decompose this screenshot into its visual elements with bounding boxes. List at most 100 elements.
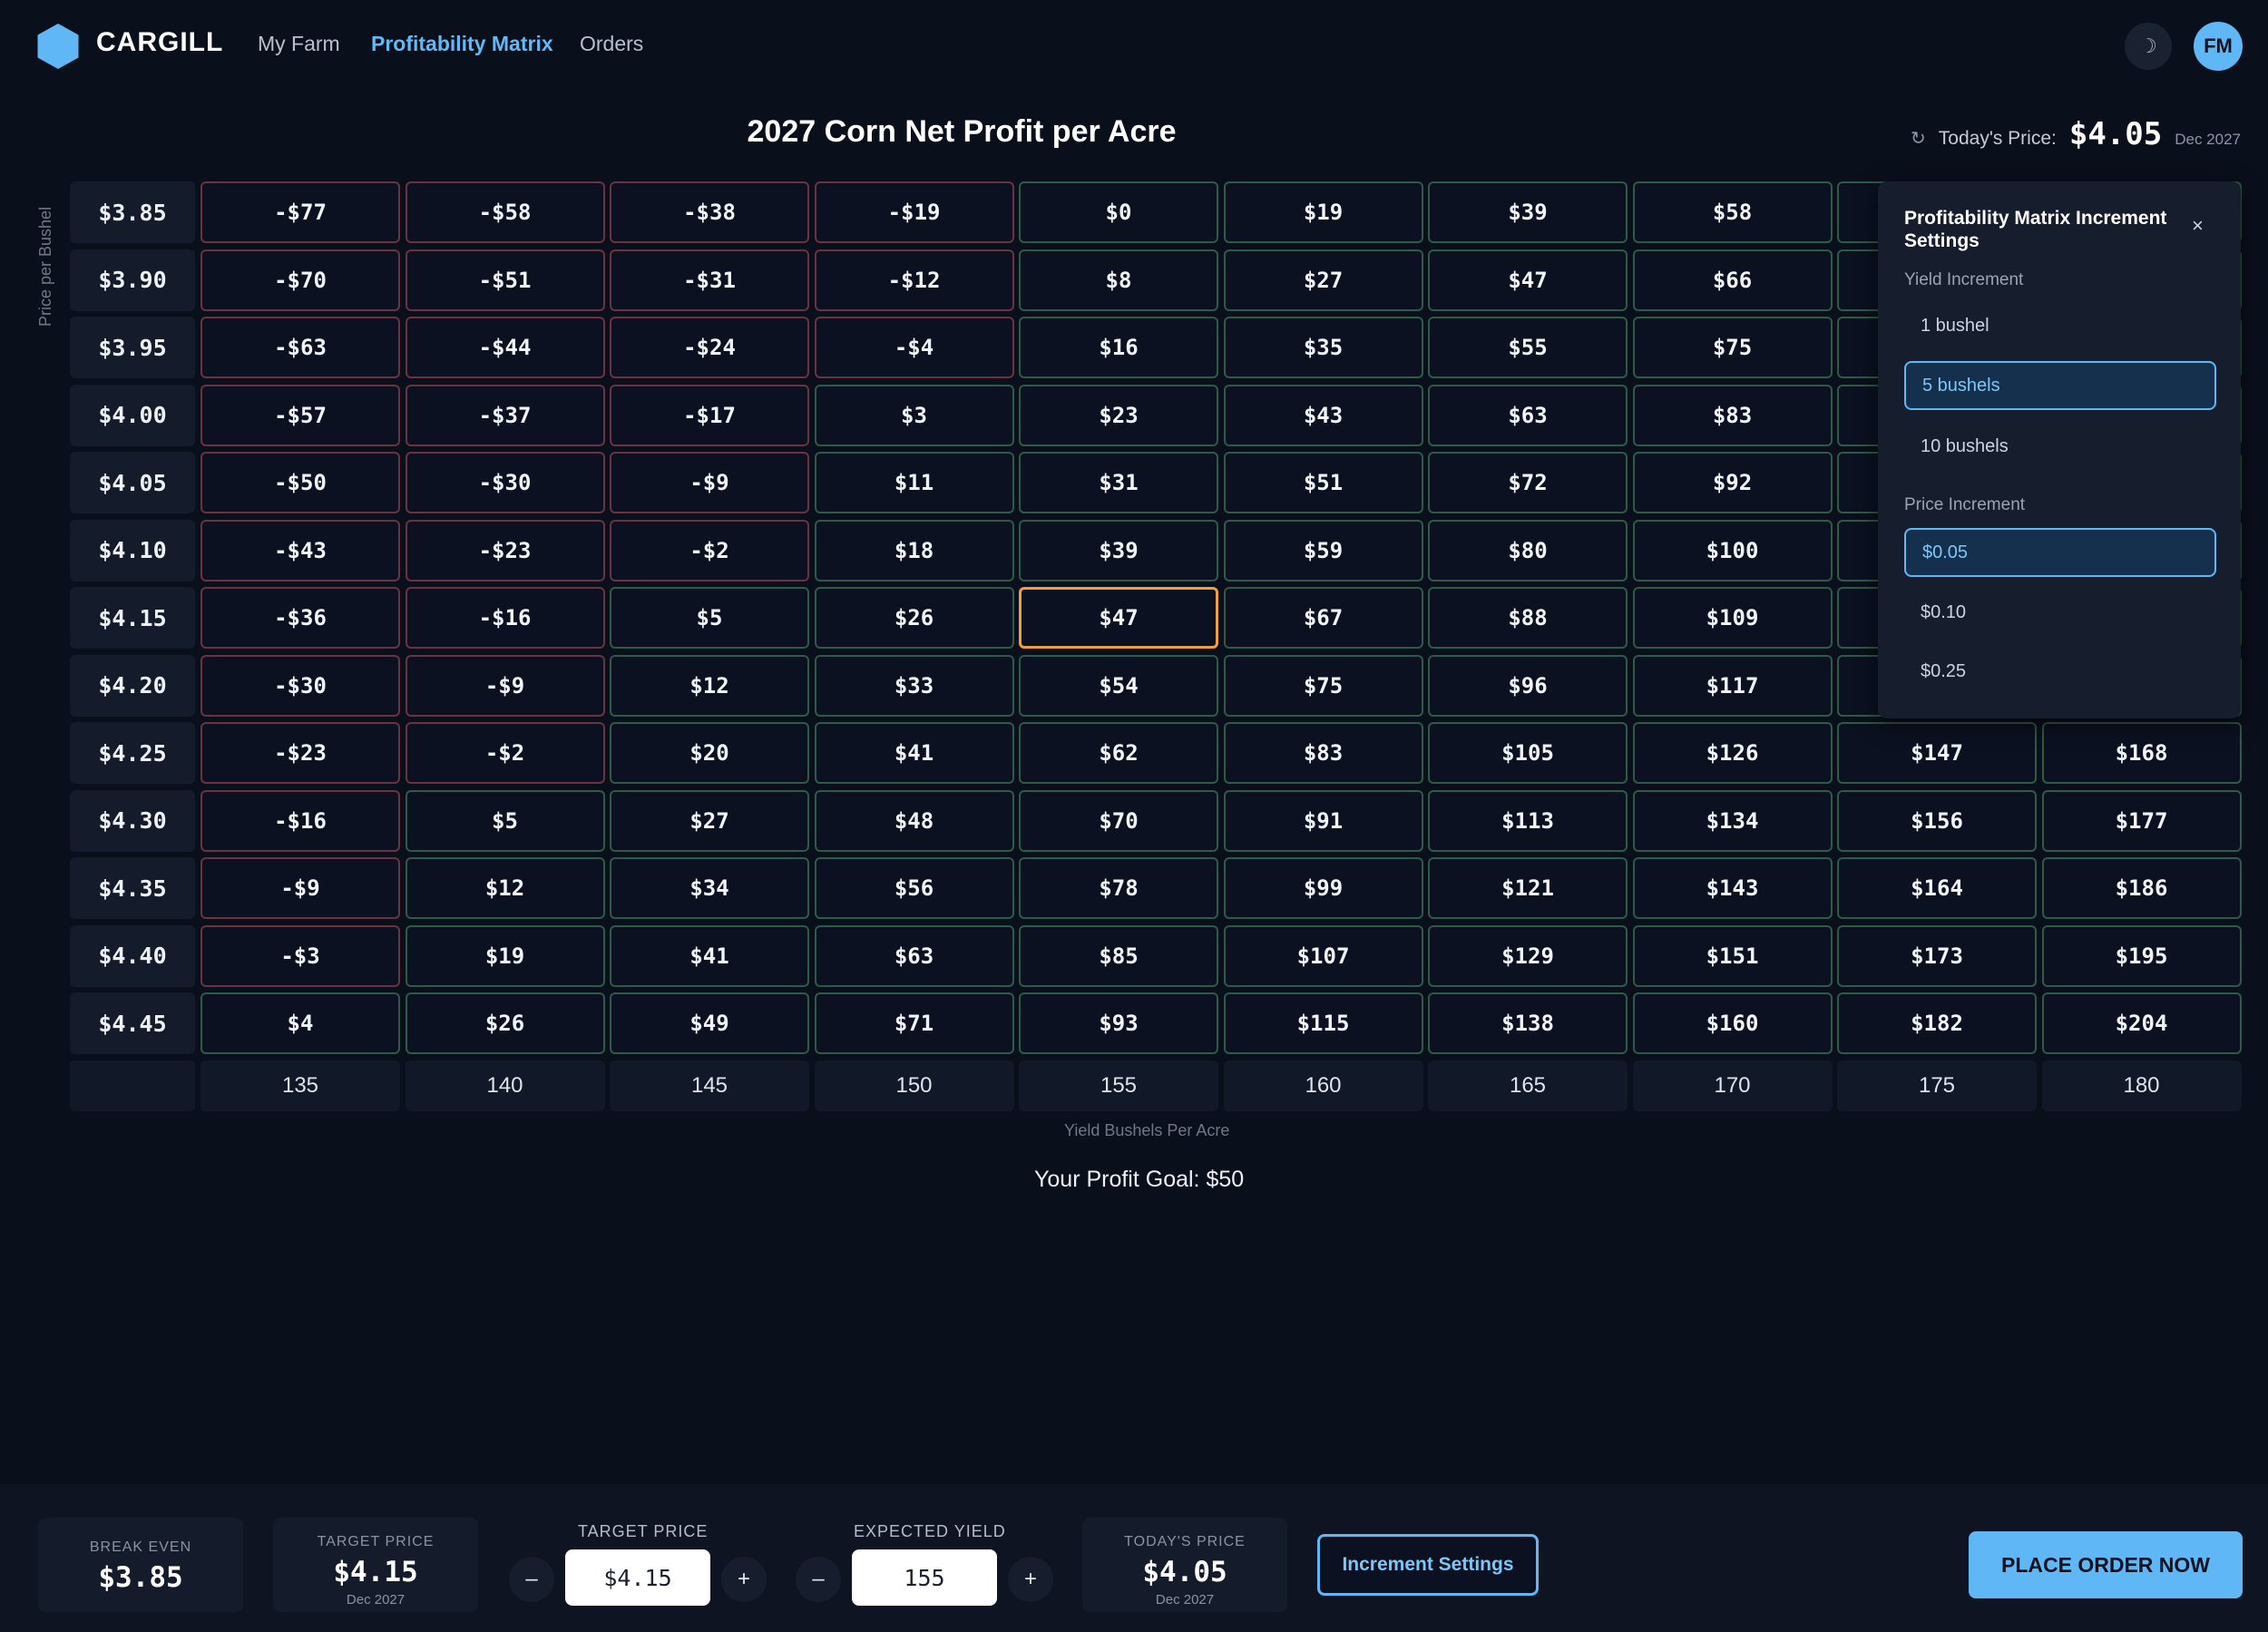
profit-cell[interactable]: $59 — [1223, 519, 1423, 581]
profit-cell[interactable]: $27 — [1223, 249, 1423, 311]
profit-cell[interactable]: -$30 — [200, 654, 400, 717]
profit-cell[interactable]: $18 — [814, 519, 1014, 581]
profit-cell[interactable]: $19 — [1223, 181, 1423, 243]
profit-cell[interactable]: $33 — [814, 654, 1014, 717]
profit-cell[interactable]: $35 — [1223, 317, 1423, 378]
profit-cell[interactable]: $58 — [1632, 181, 1833, 243]
expected-yield-increment-button[interactable]: + — [1008, 1557, 1053, 1602]
profit-cell[interactable]: -$77 — [200, 181, 400, 243]
profit-cell[interactable]: -$12 — [814, 249, 1014, 311]
profit-cell[interactable]: $195 — [2041, 924, 2242, 987]
profit-cell[interactable]: -$9 — [610, 452, 809, 513]
expected-yield-input[interactable] — [852, 1549, 997, 1606]
profit-cell[interactable]: $138 — [1428, 992, 1628, 1054]
profit-cell[interactable]: -$30 — [405, 452, 605, 513]
profit-cell[interactable]: $88 — [1428, 587, 1628, 649]
yield-option-10-bushels[interactable]: 10 bushels — [1921, 435, 2009, 456]
target-price-input[interactable] — [565, 1549, 710, 1606]
profit-cell[interactable]: -$23 — [405, 519, 605, 581]
profit-cell[interactable]: -$2 — [405, 722, 605, 784]
profit-cell[interactable]: $164 — [1837, 857, 2037, 919]
nav-orders[interactable]: Orders — [580, 32, 644, 55]
profit-cell[interactable]: $49 — [610, 992, 809, 1054]
profit-cell[interactable]: -$37 — [405, 384, 605, 446]
profit-cell[interactable]: -$16 — [200, 789, 400, 852]
profit-cell[interactable]: $27 — [610, 789, 809, 852]
profit-cell[interactable]: -$9 — [200, 857, 400, 919]
price-option-0-05[interactable]: $0.05 — [1904, 528, 2216, 577]
profit-cell[interactable]: $4 — [200, 992, 400, 1054]
profit-cell[interactable]: -$38 — [610, 181, 809, 243]
profit-cell[interactable]: $3 — [814, 384, 1014, 446]
profit-cell[interactable]: $91 — [1223, 789, 1423, 852]
profit-cell[interactable]: -$24 — [610, 317, 809, 378]
profit-cell[interactable]: $47 — [1019, 587, 1218, 649]
profit-cell[interactable]: $5 — [405, 789, 605, 852]
profit-cell[interactable]: $39 — [1428, 181, 1628, 243]
profit-cell[interactable]: $78 — [1019, 857, 1218, 919]
profit-cell[interactable]: -$19 — [814, 181, 1014, 243]
profit-cell[interactable]: $0 — [1019, 181, 1218, 243]
profit-cell[interactable]: $12 — [405, 857, 605, 919]
profit-cell[interactable]: -$57 — [200, 384, 400, 446]
target-price-increment-button[interactable]: + — [721, 1557, 767, 1602]
profit-cell[interactable]: $80 — [1428, 519, 1628, 581]
profit-cell[interactable]: $66 — [1632, 249, 1833, 311]
profit-cell[interactable]: $85 — [1019, 924, 1218, 987]
profit-cell[interactable]: $51 — [1223, 452, 1423, 513]
profit-cell[interactable]: $105 — [1428, 722, 1628, 784]
profit-cell[interactable]: $168 — [2041, 722, 2242, 784]
profit-cell[interactable]: $23 — [1019, 384, 1218, 446]
profit-cell[interactable]: $83 — [1223, 722, 1423, 784]
profit-cell[interactable]: $115 — [1223, 992, 1423, 1054]
expected-yield-decrement-button[interactable]: – — [796, 1557, 841, 1602]
profit-cell[interactable]: $54 — [1019, 654, 1218, 717]
moon-icon[interactable]: ☽ — [2125, 23, 2172, 70]
profit-cell[interactable]: $11 — [814, 452, 1014, 513]
nav-my-farm[interactable]: My Farm — [258, 32, 340, 55]
profit-cell[interactable]: $134 — [1632, 789, 1833, 852]
profit-cell[interactable]: $67 — [1223, 587, 1423, 649]
profit-cell[interactable]: $62 — [1019, 722, 1218, 784]
profit-cell[interactable]: $39 — [1019, 519, 1218, 581]
user-avatar[interactable]: FM — [2194, 22, 2243, 71]
nav-profitability-matrix[interactable]: Profitability Matrix — [371, 32, 553, 55]
profit-cell[interactable]: $113 — [1428, 789, 1628, 852]
profit-cell[interactable]: $26 — [814, 587, 1014, 649]
profit-cell[interactable]: -$2 — [610, 519, 809, 581]
profit-cell[interactable]: $20 — [610, 722, 809, 784]
profit-cell[interactable]: $92 — [1632, 452, 1833, 513]
profit-cell[interactable]: $5 — [610, 587, 809, 649]
profit-cell[interactable]: $75 — [1632, 317, 1833, 378]
profit-cell[interactable]: $63 — [1428, 384, 1628, 446]
profit-cell[interactable]: $16 — [1019, 317, 1218, 378]
profit-cell[interactable]: $147 — [1837, 722, 2037, 784]
profit-cell[interactable]: $129 — [1428, 924, 1628, 987]
profit-cell[interactable]: -$70 — [200, 249, 400, 311]
profit-cell[interactable]: -$36 — [200, 587, 400, 649]
profit-cell[interactable]: -$16 — [405, 587, 605, 649]
profit-cell[interactable]: $160 — [1632, 992, 1833, 1054]
profit-cell[interactable]: $47 — [1428, 249, 1628, 311]
profit-cell[interactable]: -$31 — [610, 249, 809, 311]
profit-cell[interactable]: $43 — [1223, 384, 1423, 446]
close-icon[interactable]: × — [2192, 214, 2204, 237]
profit-cell[interactable]: $19 — [405, 924, 605, 987]
profit-cell[interactable]: -$23 — [200, 722, 400, 784]
yield-option-1-bushel[interactable]: 1 bushel — [1921, 315, 1989, 336]
profit-cell[interactable]: -$4 — [814, 317, 1014, 378]
profit-cell[interactable]: $186 — [2041, 857, 2242, 919]
profit-cell[interactable]: $72 — [1428, 452, 1628, 513]
profit-cell[interactable]: $55 — [1428, 317, 1628, 378]
profit-cell[interactable]: -$51 — [405, 249, 605, 311]
profit-cell[interactable]: $31 — [1019, 452, 1218, 513]
profit-cell[interactable]: $41 — [610, 924, 809, 987]
profit-cell[interactable]: -$63 — [200, 317, 400, 378]
profit-cell[interactable]: $173 — [1837, 924, 2037, 987]
profit-cell[interactable]: $41 — [814, 722, 1014, 784]
profit-cell[interactable]: -$17 — [610, 384, 809, 446]
increment-settings-button[interactable]: Increment Settings — [1317, 1534, 1539, 1596]
profit-cell[interactable]: $8 — [1019, 249, 1218, 311]
refresh-icon[interactable]: ↻ — [1911, 129, 1926, 149]
profit-cell[interactable]: $99 — [1223, 857, 1423, 919]
